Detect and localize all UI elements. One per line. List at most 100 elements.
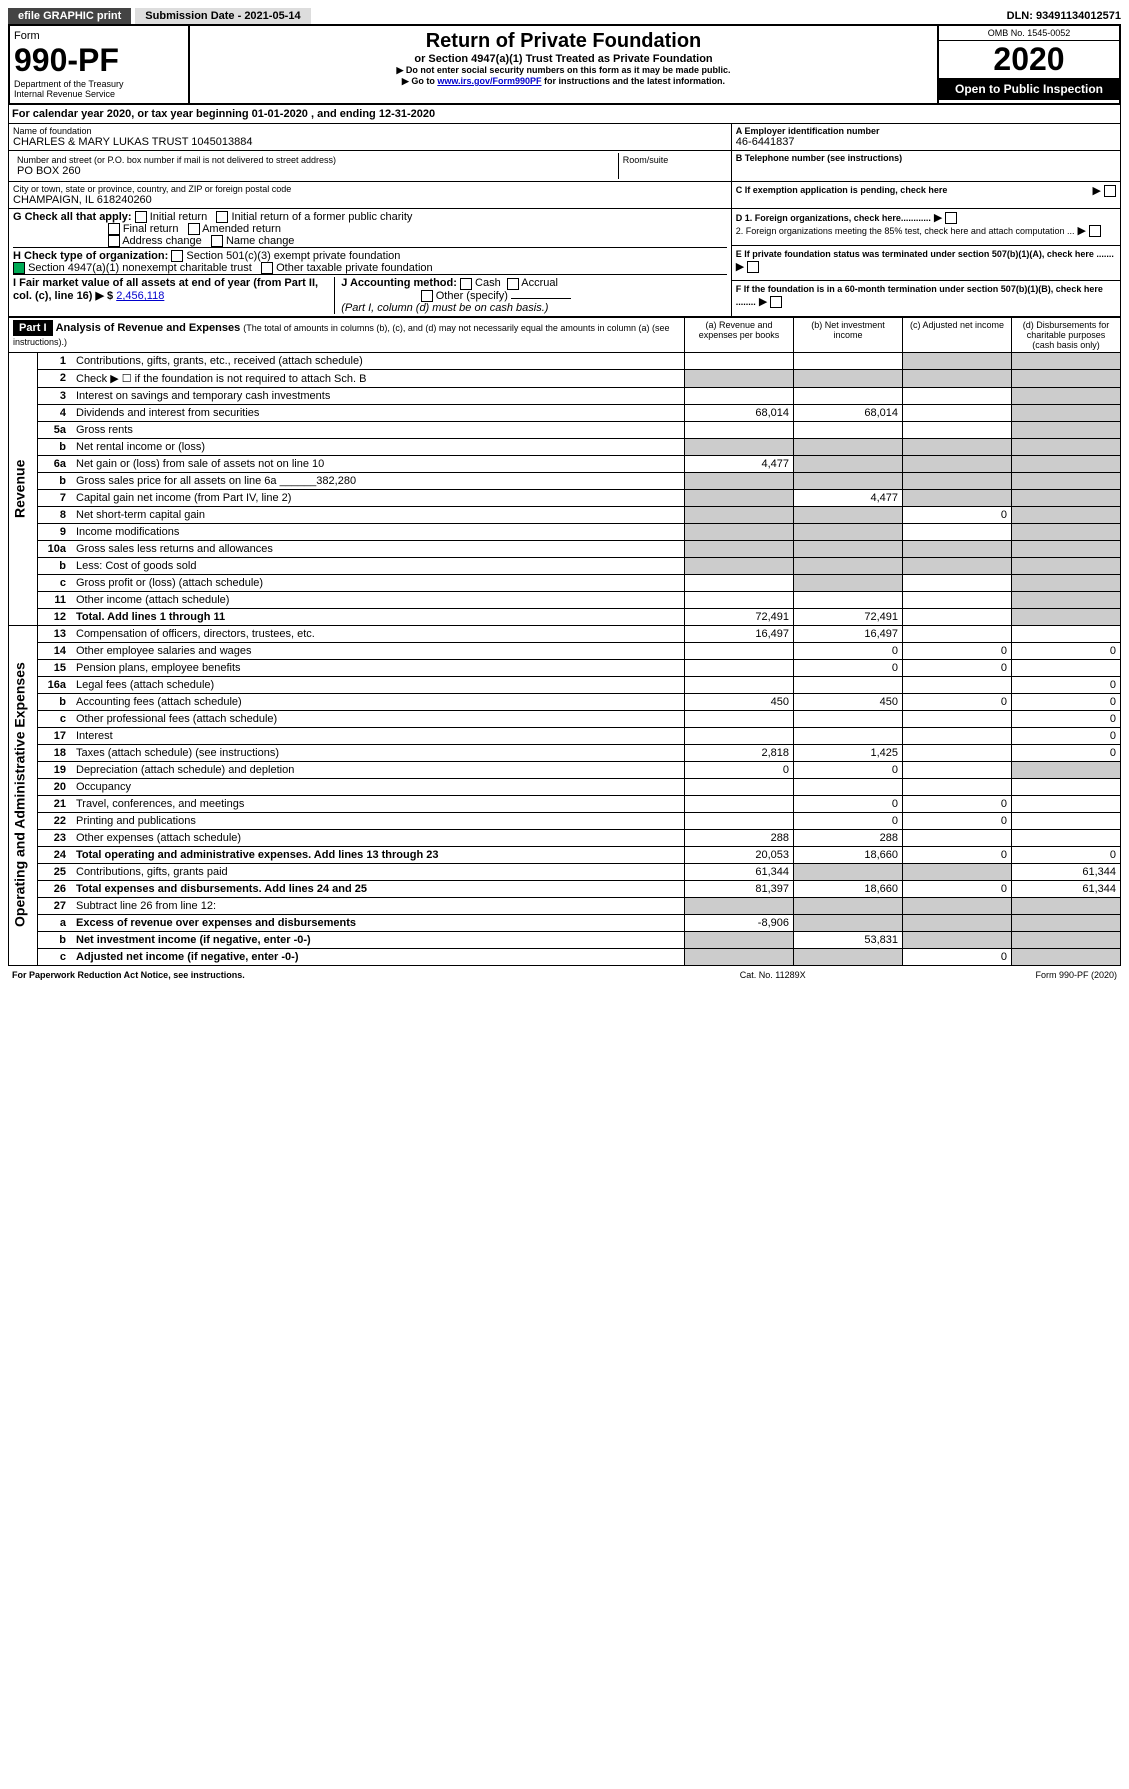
table-row: 23Other expenses (attach schedule)288288 <box>9 829 1121 846</box>
cell-a <box>685 948 794 965</box>
city: CHAMPAIGN, IL 618240260 <box>13 194 727 206</box>
h-other[interactable] <box>261 262 273 274</box>
line-desc: Interest <box>72 727 685 744</box>
c-checkbox[interactable] <box>1104 185 1116 197</box>
g-name[interactable] <box>211 235 223 247</box>
line-number: 6a <box>38 455 73 472</box>
h-501c3[interactable] <box>171 250 183 262</box>
cell-c <box>903 676 1012 693</box>
cell-c <box>903 727 1012 744</box>
footer-left: For Paperwork Reduction Act Notice, see … <box>8 968 671 982</box>
cell-a <box>685 897 794 914</box>
form-label: Form <box>14 30 184 42</box>
cell-b <box>794 472 903 489</box>
table-row: 20Occupancy <box>9 778 1121 795</box>
table-row: bGross sales price for all assets on lin… <box>9 472 1121 489</box>
cell-a: 450 <box>685 693 794 710</box>
line-desc: Interest on savings and temporary cash i… <box>72 387 685 404</box>
cell-d: 61,344 <box>1012 863 1121 880</box>
line-desc: Income modifications <box>72 523 685 540</box>
g-final[interactable] <box>108 223 120 235</box>
table-row: 5aGross rents <box>9 421 1121 438</box>
cell-b <box>794 863 903 880</box>
cell-d <box>1012 591 1121 608</box>
cell-c <box>903 863 1012 880</box>
d1-check[interactable] <box>945 212 957 224</box>
expenses-label: Operating and Administrative Expenses <box>9 625 38 965</box>
line-desc: Net investment income (if negative, ente… <box>72 931 685 948</box>
cell-a: -8,906 <box>685 914 794 931</box>
e-check[interactable] <box>747 261 759 273</box>
cell-c <box>903 404 1012 421</box>
cell-a <box>685 727 794 744</box>
line-number: b <box>38 557 73 574</box>
cell-d: 0 <box>1012 710 1121 727</box>
cell-d <box>1012 438 1121 455</box>
d2-check[interactable] <box>1089 225 1101 237</box>
table-row: bLess: Cost of goods sold <box>9 557 1121 574</box>
table-row: 14Other employee salaries and wages000 <box>9 642 1121 659</box>
line-number: 13 <box>38 625 73 642</box>
g-address[interactable] <box>108 235 120 247</box>
line-number: 3 <box>38 387 73 404</box>
cell-d: 61,344 <box>1012 880 1121 897</box>
table-row: aExcess of revenue over expenses and dis… <box>9 914 1121 931</box>
cell-c <box>903 931 1012 948</box>
irs-link[interactable]: www.irs.gov/Form990PF <box>437 76 541 86</box>
line-number: c <box>38 948 73 965</box>
line-desc: Adjusted net income (if negative, enter … <box>72 948 685 965</box>
part1-tab: Part I <box>13 320 53 336</box>
table-row: 26Total expenses and disbursements. Add … <box>9 880 1121 897</box>
j-accrual[interactable] <box>507 278 519 290</box>
cell-c: 0 <box>903 659 1012 676</box>
g-amended[interactable] <box>188 223 200 235</box>
cell-d <box>1012 761 1121 778</box>
cell-d: 0 <box>1012 693 1121 710</box>
line-number: 17 <box>38 727 73 744</box>
fmv-link[interactable]: 2,456,118 <box>116 290 164 302</box>
cell-c: 0 <box>903 846 1012 863</box>
line-number: 25 <box>38 863 73 880</box>
g-initial-former[interactable] <box>216 211 228 223</box>
cell-c <box>903 369 1012 387</box>
cell-c <box>903 897 1012 914</box>
line-desc: Less: Cost of goods sold <box>72 557 685 574</box>
j-other[interactable] <box>421 290 433 302</box>
table-row: 24Total operating and administrative exp… <box>9 846 1121 863</box>
j-cash[interactable] <box>460 278 472 290</box>
h-4947[interactable] <box>13 262 25 274</box>
cell-d <box>1012 557 1121 574</box>
line-number: 23 <box>38 829 73 846</box>
table-row: 2Check ▶ ☐ if the foundation is not requ… <box>9 369 1121 387</box>
line-desc: Taxes (attach schedule) (see instruction… <box>72 744 685 761</box>
omb: OMB No. 1545-0052 <box>939 26 1119 41</box>
cell-c <box>903 387 1012 404</box>
line-number: 9 <box>38 523 73 540</box>
form-header: Form 990-PF Department of the Treasury I… <box>8 24 1121 105</box>
cell-a <box>685 795 794 812</box>
line-desc: Gross profit or (loss) (attach schedule) <box>72 574 685 591</box>
cell-a <box>685 676 794 693</box>
table-row: 4Dividends and interest from securities6… <box>9 404 1121 421</box>
f-check[interactable] <box>770 296 782 308</box>
name-label: Name of foundation <box>13 126 727 136</box>
cell-c <box>903 455 1012 472</box>
cell-d <box>1012 574 1121 591</box>
cell-b: 288 <box>794 829 903 846</box>
cell-d <box>1012 914 1121 931</box>
cell-a: 81,397 <box>685 880 794 897</box>
table-row: 7Capital gain net income (from Part IV, … <box>9 489 1121 506</box>
cell-a <box>685 659 794 676</box>
cell-d <box>1012 540 1121 557</box>
line-number: 2 <box>38 369 73 387</box>
g-initial[interactable] <box>135 211 147 223</box>
submission-btn[interactable]: Submission Date - 2021-05-14 <box>135 8 310 24</box>
efile-btn[interactable]: efile GRAPHIC print <box>8 8 131 24</box>
table-row: cOther professional fees (attach schedul… <box>9 710 1121 727</box>
cell-c: 0 <box>903 642 1012 659</box>
line-desc: Other professional fees (attach schedule… <box>72 710 685 727</box>
e-label: E If private foundation status was termi… <box>736 249 1114 259</box>
line-number: b <box>38 438 73 455</box>
g-section: G Check all that apply: Initial return I… <box>13 211 727 247</box>
line-number: 4 <box>38 404 73 421</box>
